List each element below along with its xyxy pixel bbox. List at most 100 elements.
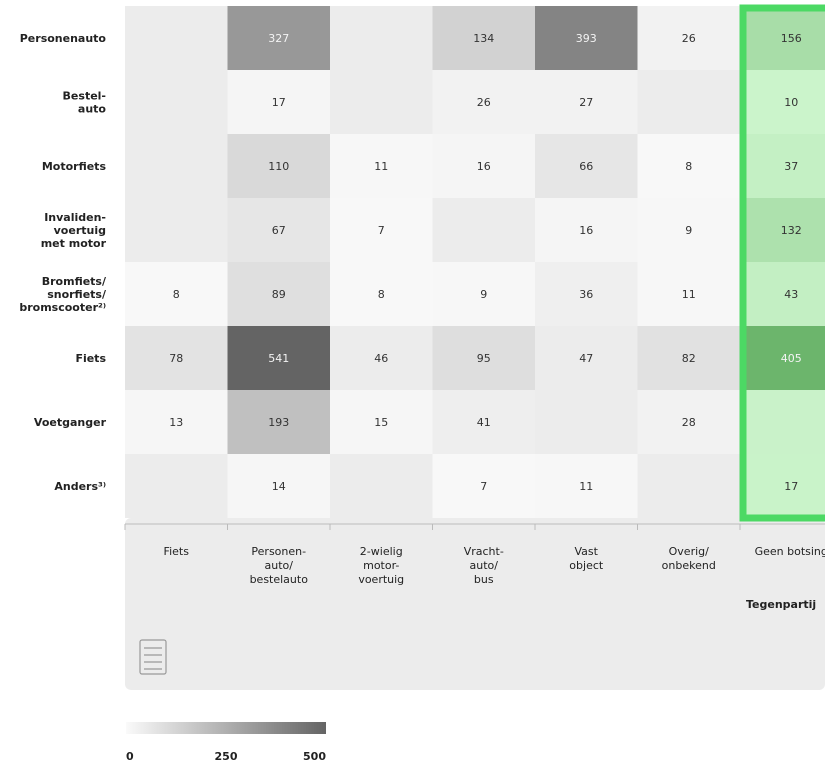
cell-value-label: 17 (272, 96, 286, 109)
cell-value-label: 36 (579, 288, 593, 301)
cell-value-label: 13 (169, 416, 183, 429)
row-labels: Personenauto Bestel-auto Motorfiets Invalid… (19, 32, 107, 493)
heatmap-cell (432, 134, 535, 198)
cell-value-label: 193 (268, 416, 289, 429)
cell-value-label: 28 (682, 416, 696, 429)
heatmap-cell (125, 326, 228, 390)
cell-value-label: 405 (781, 352, 802, 365)
heatmap-cell (740, 390, 825, 454)
heatmap-cell (740, 6, 825, 70)
cell-value-label: 37 (784, 160, 798, 173)
heatmap-cell (432, 454, 535, 518)
column-label: Fiets (164, 545, 190, 558)
heatmap-cell (330, 390, 433, 454)
heatmap-cell (125, 70, 228, 134)
row-label: Invaliden-voertuig met motor (41, 211, 107, 250)
heatmap-cell (535, 6, 638, 70)
column-label: Overig/onbekend (662, 545, 716, 572)
cell-value-label: 16 (477, 160, 491, 173)
heatmap-cell (535, 198, 638, 262)
heatmap-cell (432, 198, 535, 262)
heatmap-cell (740, 70, 825, 134)
heatmap-cell (125, 262, 228, 326)
cell-value-label: 26 (477, 96, 491, 109)
cell-value-label: 27 (579, 96, 593, 109)
heatmap-cell (432, 6, 535, 70)
heatmap-cell (740, 198, 825, 262)
column-labels: Fiets Personen-auto/bestelauto 2-wielig mot… (164, 545, 825, 586)
heatmap-cell (330, 326, 433, 390)
row-label: Anders³⁾ (54, 480, 106, 493)
legend-tick-label: 500 (303, 750, 326, 762)
cell-value-label: 110 (268, 160, 289, 173)
row-label: Fiets (75, 352, 106, 365)
cell-value-label: 41 (477, 416, 491, 429)
bicycle-icon (139, 639, 167, 675)
cell-value-label: 156 (781, 32, 802, 45)
heatmap-cell (535, 454, 638, 518)
cell-value-label: 95 (477, 352, 491, 365)
cell-value-label: 78 (169, 352, 183, 365)
column-label-panel (125, 518, 825, 690)
heatmap-cell (432, 390, 535, 454)
heatmap-cell (227, 134, 330, 198)
cell-value-label: 134 (473, 32, 494, 45)
heatmap-cell (330, 134, 433, 198)
heatmap-cell (637, 134, 740, 198)
cell-value-label: 11 (579, 480, 593, 493)
highlight-geen-botsing (739, 4, 825, 522)
heatmap-cell (330, 6, 433, 70)
legend-gradient-bar (126, 722, 326, 734)
cell-value-label: 327 (268, 32, 289, 45)
heatmap-cell (637, 6, 740, 70)
row-label: Voetganger (34, 416, 107, 429)
column-label: Vracht-auto/bus (464, 545, 504, 586)
cell-value-label: 43 (784, 288, 798, 301)
cell-value-label: 66 (579, 160, 593, 173)
cell-value-label: 15 (374, 416, 388, 429)
heatmap-cell (125, 198, 228, 262)
cell-value-label: 26 (682, 32, 696, 45)
heatmap-cell (637, 262, 740, 326)
heatmap-cell (535, 390, 638, 454)
legend-tick-label: 250 (215, 750, 238, 762)
heatmap-cell (535, 134, 638, 198)
heatmap-cell (125, 390, 228, 454)
heatmap-cell (125, 6, 228, 70)
column-label: Personen-auto/bestelauto (250, 545, 309, 586)
row-label: Motorfiets (42, 160, 107, 173)
column-label: Vast object (569, 545, 604, 572)
cell-value-label: 132 (781, 224, 802, 237)
cell-value-label: 11 (374, 160, 388, 173)
heatmap-cell (432, 262, 535, 326)
cell-value-label: 10 (784, 96, 798, 109)
color-legend: 0 250 500 (126, 722, 326, 762)
heatmap-cell (227, 326, 330, 390)
heatmap-cell (432, 70, 535, 134)
heatmap-cell (637, 198, 740, 262)
cell-value-label: 7 (480, 480, 487, 493)
cell-value-label: 393 (576, 32, 597, 45)
heatmap-cell (227, 6, 330, 70)
heatmap-cell (330, 262, 433, 326)
heatmap-cell (535, 70, 638, 134)
row-label: Bromfiets/snorfiets/bromscooter²⁾ (19, 275, 107, 314)
cell-value-label: 9 (685, 224, 692, 237)
heatmap-cell (227, 198, 330, 262)
heatmap-cell (227, 454, 330, 518)
heatmap-cell (740, 454, 825, 518)
heatmap-cell (535, 262, 638, 326)
cell-value-label: 8 (685, 160, 692, 173)
cell-value-label: 17 (784, 480, 798, 493)
cell-value-label: 541 (268, 352, 289, 365)
cell-value-label: 14 (272, 480, 286, 493)
heatmap-cell (535, 326, 638, 390)
heatmap-cell (227, 390, 330, 454)
heatmap-cell (637, 454, 740, 518)
heatmap-cell (637, 326, 740, 390)
heatmap-cell (740, 326, 825, 390)
heatmap-cells: 327 134 393 26 156 17 26 27 10 110 11 16 66 8 37 67 7 16 9… (125, 6, 825, 518)
heatmap-cell (330, 454, 433, 518)
column-label: 2-wielig motor-voertuig (358, 545, 404, 586)
